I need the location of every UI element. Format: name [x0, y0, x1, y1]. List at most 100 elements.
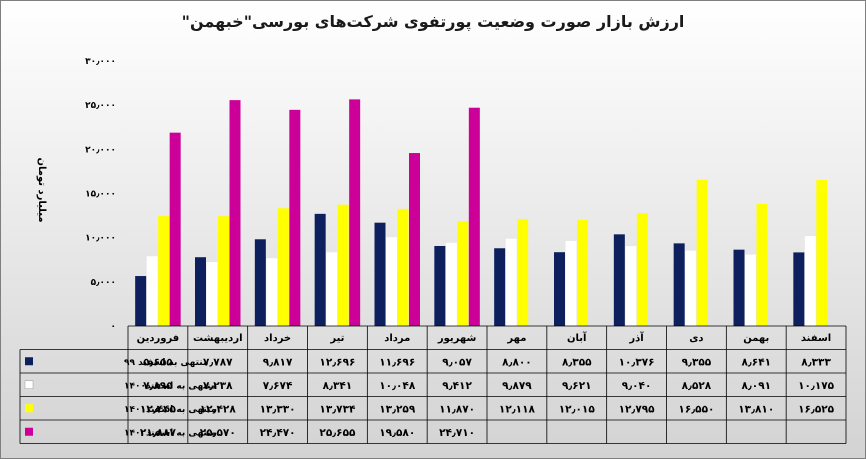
data-table: فروردین اردیبهشت خرداد تیر مرداد شهریور مهر آبا…: [19, 325, 847, 444]
category-label: دی: [689, 333, 703, 344]
bar-series-2: [565, 241, 577, 326]
bar-series-3: [756, 204, 768, 326]
y-tick-label: ۲۰٫۰۰۰: [85, 145, 116, 155]
bar-series-4: [349, 99, 361, 327]
category-label: مهر: [506, 333, 526, 344]
data-label: ۷٫۸۹۵: [143, 380, 173, 392]
bar-series-1: [135, 276, 147, 326]
bars: [135, 99, 828, 327]
data-label: ۱۲٫۴۴۵: [140, 403, 177, 415]
data-label: ۹٫۸۷۹: [502, 380, 532, 392]
y-tick-label: ۰: [111, 322, 117, 332]
data-label: ۸٫۳۵۵: [562, 356, 592, 368]
data-label: ۹٫۰۴۰: [622, 380, 652, 392]
data-label: ۸٫۵۲۸: [682, 380, 712, 392]
category-label: آبان: [567, 331, 587, 344]
data-label: ۲۵٫۶۵۵: [319, 427, 356, 439]
data-label: ۱۲٫۶۹۶: [319, 356, 355, 368]
data-label: ۱۲٫۴۲۸: [200, 403, 237, 415]
data-label: ۱۳٫۳۳۰: [260, 403, 296, 415]
bar-series-2: [445, 242, 457, 326]
data-label: ۱۲٫۷۹۵: [619, 403, 656, 415]
y-tick-label: ۱۰٫۰۰۰: [85, 234, 116, 244]
bar-series-3: [397, 208, 409, 326]
data-label: ۸٫۶۴۱: [741, 356, 771, 368]
bar-series-3: [517, 218, 529, 326]
data-label: ۱۲٫۱۱۸: [499, 403, 536, 415]
bar-series-2: [685, 250, 697, 326]
bar-series-3: [158, 216, 170, 326]
bar-series-4: [468, 107, 480, 326]
chart-title: ارزش بازار صورت وضعیت پورتفوی شرکت‌های ب…: [181, 12, 685, 31]
data-label: ۹٫۳۵۵: [682, 356, 712, 368]
y-axis: ۰ ۵٫۰۰۰ ۱۰٫۰۰۰ ۱۵٫۰۰۰ ۲۰٫۰۰۰ ۲۵٫۰۰۰ ۳۰٫۰۰۰: [85, 57, 116, 332]
category-label: بهمن: [743, 333, 769, 344]
category-label: تیر: [329, 333, 344, 344]
bar-series-1: [733, 249, 745, 326]
category-label: خرداد: [264, 333, 291, 344]
bar-series-3: [337, 204, 349, 326]
bar-series-3: [636, 212, 648, 326]
data-label: ۲۴٫۴۷۰: [260, 427, 296, 439]
legend-swatch: [25, 427, 33, 436]
bar-series-2: [386, 237, 397, 326]
data-label: ۱۲٫۰۱۵: [559, 403, 596, 415]
y-axis-label: میلیارد تومان: [36, 157, 47, 222]
bar-series-3: [696, 179, 708, 326]
bar-series-2: [146, 256, 158, 326]
bar-series-2: [745, 254, 756, 326]
data-label: ۱۱٫۶۹۶: [379, 356, 415, 368]
data-label: ۹٫۶۲۱: [562, 380, 592, 392]
data-label: ۹٫۰۵۷: [442, 356, 472, 368]
data-label: ۲۱٫۸۸۷: [140, 427, 177, 439]
data-label: ۹٫۴۱۲: [442, 380, 472, 392]
data-label: ۱۰٫۱۷۵: [798, 380, 835, 392]
data-label: ۱۳٫۷۳۴: [319, 403, 356, 415]
bar-series-1: [374, 222, 386, 326]
bar-series-1: [793, 252, 805, 326]
data-label: ۲۴٫۷۱۰: [439, 427, 475, 439]
data-label: ۷٫۷۸۷: [203, 356, 233, 368]
data-label: ۵٫۶۵۵: [143, 356, 173, 368]
category-label: مرداد: [384, 333, 410, 344]
data-label: ۱۱٫۸۷۰: [439, 403, 475, 415]
y-tick-label: ۳۰٫۰۰۰: [85, 57, 116, 67]
data-label: ۸٫۰۹۱: [741, 380, 771, 392]
bar-series-1: [613, 234, 625, 326]
data-label: ۱۳٫۲۵۹: [379, 403, 416, 415]
legend-swatch: [25, 357, 33, 366]
bar-series-2: [326, 252, 338, 326]
bar-series-2: [625, 246, 637, 326]
bar-series-2: [266, 258, 278, 326]
legend-swatch: [25, 404, 33, 413]
data-label: ۱۰٫۳۷۶: [619, 356, 655, 368]
legend-label: منتهی به اسفند۱۴۰۱: [124, 405, 216, 415]
data-label: ۱۳٫۸۱۰: [738, 403, 774, 415]
bar-series-1: [673, 243, 685, 326]
data-label: ۱۶٫۵۵۰: [678, 403, 714, 415]
bar-series-2: [505, 238, 517, 326]
data-label: ۲۵٫۵۷۰: [200, 427, 236, 439]
y-tick-label: ۱۵٫۰۰۰: [85, 190, 116, 200]
bar-series-3: [457, 221, 469, 326]
category-label: فروردین: [137, 333, 180, 344]
bar-series-1: [554, 252, 565, 326]
data-label: ۱۶٫۵۲۵: [798, 403, 835, 415]
category-label: شهریور: [437, 333, 477, 344]
bar-series-3: [218, 216, 229, 326]
legend-label: منتهی به اسفند۱۴۰۰: [124, 381, 216, 391]
data-label: ۸٫۳۴۱: [323, 380, 353, 392]
bar-series-4: [289, 109, 301, 327]
bar-series-1: [434, 245, 446, 326]
bar-series-3: [577, 219, 588, 326]
category-label: آذر: [628, 331, 644, 344]
bar-series-4: [409, 153, 420, 326]
bar-series-3: [277, 208, 289, 326]
bar-series-3: [816, 180, 828, 326]
data-label: ۸٫۸۰۰: [502, 356, 532, 368]
legend-swatch: [24, 380, 34, 389]
y-tick-label: ۲۵٫۰۰۰: [85, 101, 116, 111]
data-label: ۷٫۶۷۴: [263, 380, 293, 392]
